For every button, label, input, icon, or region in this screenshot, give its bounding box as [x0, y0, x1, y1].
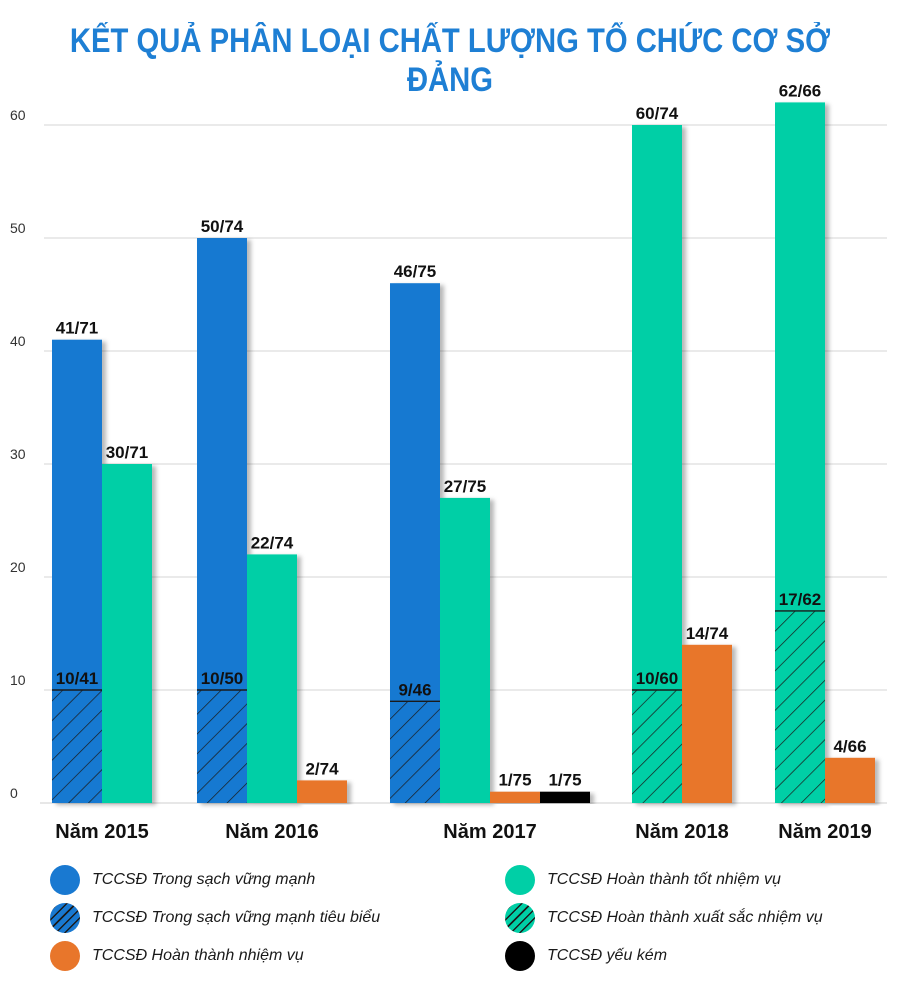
bar-sub-label: 9/46: [398, 680, 431, 699]
y-tick-label: 0: [10, 785, 18, 801]
legend-swatch: [505, 865, 535, 895]
x-tick-label: Năm 2018: [635, 821, 728, 843]
bar-value-label: 1/75: [498, 771, 531, 790]
bar-value-label: 30/71: [106, 443, 149, 462]
legend-item: TCCSĐ Hoàn thành tốt nhiệm vụ: [505, 860, 781, 900]
x-tick-label: Năm 2016: [225, 821, 318, 843]
y-tick-label: 10: [10, 672, 26, 688]
bar-value-label: 2/74: [305, 759, 339, 778]
bar-value-label: 14/74: [686, 624, 729, 643]
bar: [540, 792, 590, 803]
y-tick-label: 30: [10, 446, 26, 462]
legend-hatched-swatch: [505, 903, 535, 933]
bar: [825, 758, 875, 803]
legend-label: TCCSĐ Hoàn thành xuất sắc nhiệm vụ: [547, 909, 823, 927]
bar-chart: 0 10 20 30 40 50 60 41/71 10/41 30/71 50/74 10/50 2…: [0, 0, 900, 850]
legend-swatch: [50, 865, 80, 895]
legend-label: TCCSĐ Hoàn thành tốt nhiệm vụ: [547, 871, 781, 889]
bar-sub-label: 10/50: [201, 669, 244, 688]
legend-item: TCCSĐ Trong sạch vững mạnh: [50, 860, 315, 900]
bar-hatched-segment: [632, 690, 682, 803]
legend-item: TCCSĐ Hoàn thành nhiệm vụ: [50, 936, 304, 976]
bar-value-label: 46/75: [394, 262, 437, 281]
y-tick-label: 40: [10, 333, 26, 349]
legend-label: TCCSĐ yếu kém: [547, 947, 667, 965]
bar: [440, 498, 490, 803]
bar: [682, 645, 732, 803]
chart-figure: KẾT QUẢ PHÂN LOẠI CHẤT LƯỢNG TỔ CHỨC CƠ …: [0, 0, 900, 989]
bars: [52, 102, 875, 803]
bar-hatched-segment: [197, 690, 247, 803]
x-tick-label: Năm 2019: [778, 821, 871, 843]
bar: [102, 464, 152, 803]
y-tick-label: 60: [10, 107, 26, 123]
x-tick-label: Năm 2017: [443, 821, 536, 843]
bar-value-label: 60/74: [636, 104, 679, 123]
bar-value-label: 22/74: [251, 533, 294, 552]
legend-label: TCCSĐ Trong sạch vững mạnh: [92, 871, 315, 889]
bar: [297, 780, 347, 803]
bar-hatched-segment: [52, 690, 102, 803]
y-tick-label: 20: [10, 559, 26, 575]
bar-sub-label: 10/41: [56, 669, 99, 688]
bar: [247, 554, 297, 803]
bar-hatched-segment: [390, 701, 440, 803]
x-tick-label: Năm 2015: [55, 821, 148, 843]
legend-label: TCCSĐ Trong sạch vững mạnh tiêu biểu: [92, 909, 380, 927]
x-axis: Năm 2015 Năm 2016 Năm 2017 Năm 2018 Năm 2019: [55, 821, 871, 843]
bar-value-label: 62/66: [779, 81, 822, 100]
legend-swatch: [505, 941, 535, 971]
bar-value-label: 27/75: [444, 477, 487, 496]
y-tick-label: 50: [10, 220, 26, 236]
legend-item: TCCSĐ Trong sạch vững mạnh tiêu biểu: [50, 898, 380, 938]
legend-label: TCCSĐ Hoàn thành nhiệm vụ: [92, 947, 304, 965]
bar: [490, 792, 540, 803]
bar-hatched-segment: [775, 611, 825, 803]
legend-item: TCCSĐ yếu kém: [505, 936, 667, 976]
bar-value-label: 1/75: [548, 771, 581, 790]
legend-swatch: [50, 941, 80, 971]
bar-value-label: 41/71: [56, 319, 99, 338]
bar-value-label: 50/74: [201, 217, 244, 236]
bar-sub-label: 17/62: [779, 590, 822, 609]
legend-item: TCCSĐ Hoàn thành xuất sắc nhiệm vụ: [505, 898, 823, 938]
bar-value-label: 4/66: [833, 737, 866, 756]
bar-sub-label: 10/60: [636, 669, 679, 688]
legend-hatched-swatch: [50, 903, 80, 933]
